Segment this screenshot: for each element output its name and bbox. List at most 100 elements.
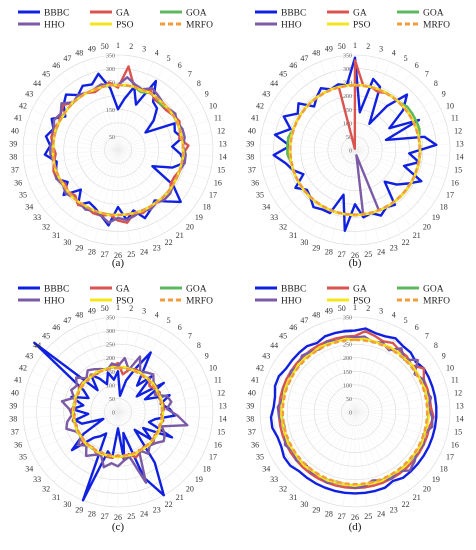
legend-label: BBBC — [44, 9, 69, 19]
radial-tick-label: 100 — [343, 383, 352, 389]
grid-spoke — [117, 149, 209, 180]
panel-label: (d) — [349, 521, 362, 533]
radial-tick-label: 50 — [346, 135, 352, 141]
grid-spoke — [354, 411, 436, 464]
category-label: 27 — [338, 512, 346, 521]
grid-spoke — [261, 149, 356, 168]
grid-spoke — [37, 149, 119, 202]
grid-spoke — [354, 55, 368, 151]
radial-tick-label: 150 — [343, 108, 352, 114]
category-label: 40 — [11, 388, 19, 397]
category-label: 18 — [440, 202, 448, 211]
panel-label: (a) — [112, 257, 125, 269]
category-label: 23 — [390, 506, 398, 515]
grid-spoke — [354, 149, 412, 227]
category-label: 14 — [219, 415, 227, 424]
grid-spoke — [354, 149, 446, 180]
grid-spoke — [319, 411, 356, 501]
grid-spoke — [117, 149, 142, 243]
category-label: 40 — [11, 126, 19, 135]
grid-spoke — [281, 351, 356, 413]
category-label: 50 — [101, 42, 109, 51]
category-label: 23 — [390, 244, 398, 253]
category-label: 43 — [25, 352, 33, 361]
category-label: 8 — [197, 341, 201, 350]
category-label: 10 — [446, 101, 454, 110]
grid-spoke — [264, 149, 356, 180]
category-label: 41 — [14, 114, 22, 123]
category-label: 35 — [256, 191, 264, 200]
category-label: 41 — [14, 376, 22, 385]
category-label: 37 — [248, 428, 256, 437]
grid-spoke — [117, 61, 154, 151]
category-label: 45 — [279, 70, 287, 79]
legend-label: GOA — [186, 285, 207, 295]
category-label: 27 — [338, 250, 346, 259]
category-label: 25 — [127, 250, 135, 259]
category-label: 7 — [425, 70, 429, 79]
category-label: 38 — [9, 415, 17, 424]
category-label: 46 — [289, 323, 297, 332]
category-label: 29 — [312, 506, 320, 515]
legend-item-ga: GA — [327, 9, 367, 19]
grid-spoke — [117, 149, 213, 157]
legend-label: BBBC — [44, 285, 69, 295]
grid-spoke — [61, 149, 119, 227]
grid-spoke — [117, 149, 154, 239]
category-label: 26 — [351, 251, 359, 260]
category-label: 19 — [432, 475, 440, 484]
category-label: 48 — [75, 48, 83, 57]
category-label: 20 — [186, 223, 194, 232]
grid-spoke — [52, 149, 119, 220]
grid-spoke — [354, 317, 368, 413]
category-label: 45 — [279, 332, 287, 341]
grid-spoke — [44, 89, 119, 151]
grid-spoke — [261, 394, 356, 413]
grid-spoke — [268, 411, 356, 453]
grid-spoke — [354, 411, 442, 453]
category-label: 11 — [214, 114, 222, 123]
category-label: 48 — [312, 48, 320, 57]
category-label: 22 — [402, 500, 410, 509]
legend-label: HHO — [281, 21, 302, 31]
legend-label: MRFO — [186, 21, 213, 31]
grid-spoke — [354, 360, 436, 413]
category-label: 47 — [63, 316, 71, 325]
radial-tick-label: 100 — [106, 383, 115, 389]
category-label: 32 — [42, 485, 50, 494]
radial-tick-label: 350 — [343, 316, 352, 322]
legend-item-mrfo: MRFO — [397, 297, 450, 307]
radial-tick-label: 0 — [349, 411, 352, 417]
category-label: 43 — [262, 90, 270, 99]
legend-item-pso: PSO — [327, 21, 371, 31]
legend-label: HHO — [281, 297, 302, 307]
category-label: 46 — [52, 61, 60, 70]
category-label: 9 — [205, 90, 209, 99]
grid-spoke — [274, 98, 356, 151]
grid-spoke — [117, 98, 199, 151]
category-label: 24 — [377, 510, 385, 519]
category-label: 4 — [392, 48, 396, 57]
category-label: 3 — [379, 306, 383, 315]
radial-tick-label: 150 — [106, 370, 115, 376]
category-label: 36 — [14, 440, 22, 449]
grid-spoke — [298, 149, 356, 227]
category-label: 42 — [19, 101, 27, 110]
category-label: 20 — [423, 223, 431, 232]
radial-tick-label: 200 — [343, 356, 352, 362]
grid-spoke — [37, 360, 119, 413]
category-label: 47 — [300, 54, 308, 63]
category-label: 39 — [246, 139, 254, 148]
category-label: 36 — [251, 440, 259, 449]
grid-spoke — [354, 57, 379, 151]
category-label: 18 — [440, 464, 448, 473]
grid-spoke — [94, 411, 119, 505]
grid-spoke — [289, 80, 356, 151]
grid-spoke — [117, 394, 212, 413]
grid-spoke — [105, 149, 119, 245]
grid-spoke — [117, 149, 199, 202]
category-label: 25 — [127, 512, 135, 521]
grid-spoke — [117, 109, 205, 151]
panel-label: (b) — [349, 257, 362, 269]
category-label: 21 — [176, 231, 184, 240]
